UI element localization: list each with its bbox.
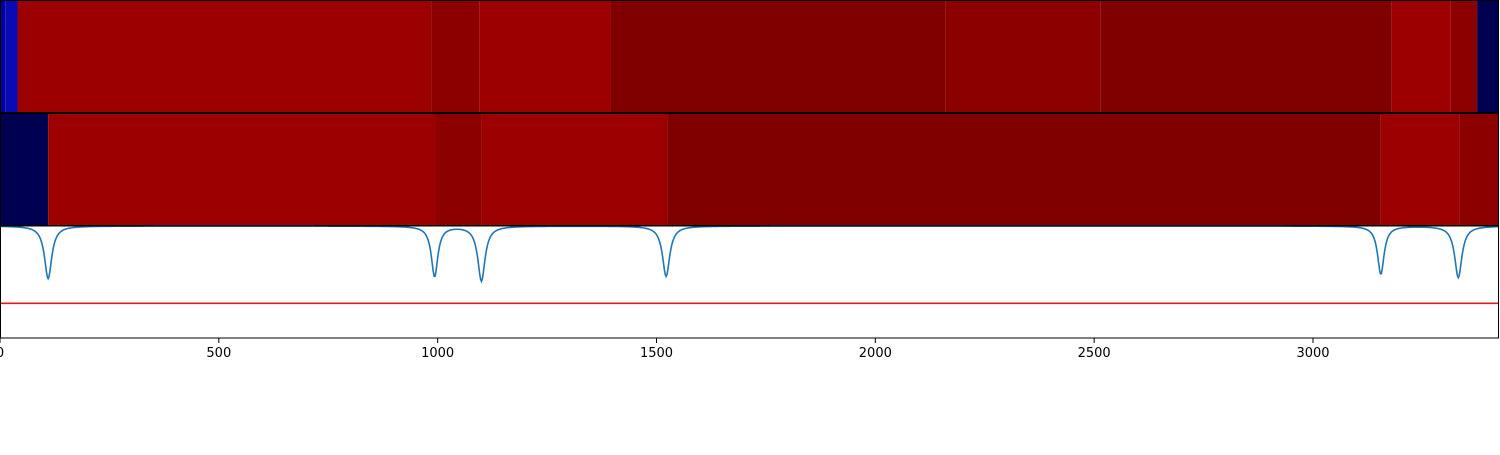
- panel-frame: [0, 225, 1499, 339]
- heatmap-cell: [0, 0, 6, 113]
- heatmap-cell: [1391, 0, 1451, 113]
- heatmap-cell: [1100, 0, 1392, 113]
- heatmap-cell: [435, 113, 482, 226]
- heatmap-cell: [1477, 0, 1499, 113]
- heatmap-cell: [17, 0, 432, 113]
- x-tick-label: 2000: [859, 346, 892, 361]
- heatmap-cell: [431, 0, 480, 113]
- heatmap-cell: [1380, 113, 1460, 226]
- x-tick-label: 0: [0, 346, 4, 361]
- panels: [0, 0, 1499, 339]
- panel-frame: [0, 0, 1499, 113]
- x-tick-label: 1500: [640, 346, 673, 361]
- heatmap-cell: [1450, 0, 1478, 113]
- heatmap-cell: [0, 113, 49, 226]
- x-tick-label: 3000: [1296, 346, 1329, 361]
- panel-1: [0, 0, 1499, 113]
- heatmap-cell: [945, 0, 1101, 113]
- panel-3: [0, 225, 1499, 339]
- heatmap-cell: [481, 113, 668, 226]
- x-tick-label: 2500: [1078, 346, 1111, 361]
- heatmap-cell: [48, 113, 436, 226]
- heatmap-cell: [610, 0, 946, 113]
- x-tick-label: 1000: [421, 346, 454, 361]
- panel-2: [0, 113, 1499, 226]
- heatmap-cell: [667, 113, 1381, 226]
- heatmap-cell: [5, 0, 18, 113]
- heatmap-cell: [479, 0, 611, 113]
- series-line: [0, 225, 1499, 284]
- heatmap-cell: [1459, 113, 1499, 226]
- x-axis: 0 500 1000 1500 2000 2500 3000: [0, 338, 1330, 361]
- x-tick-label: 500: [206, 346, 231, 361]
